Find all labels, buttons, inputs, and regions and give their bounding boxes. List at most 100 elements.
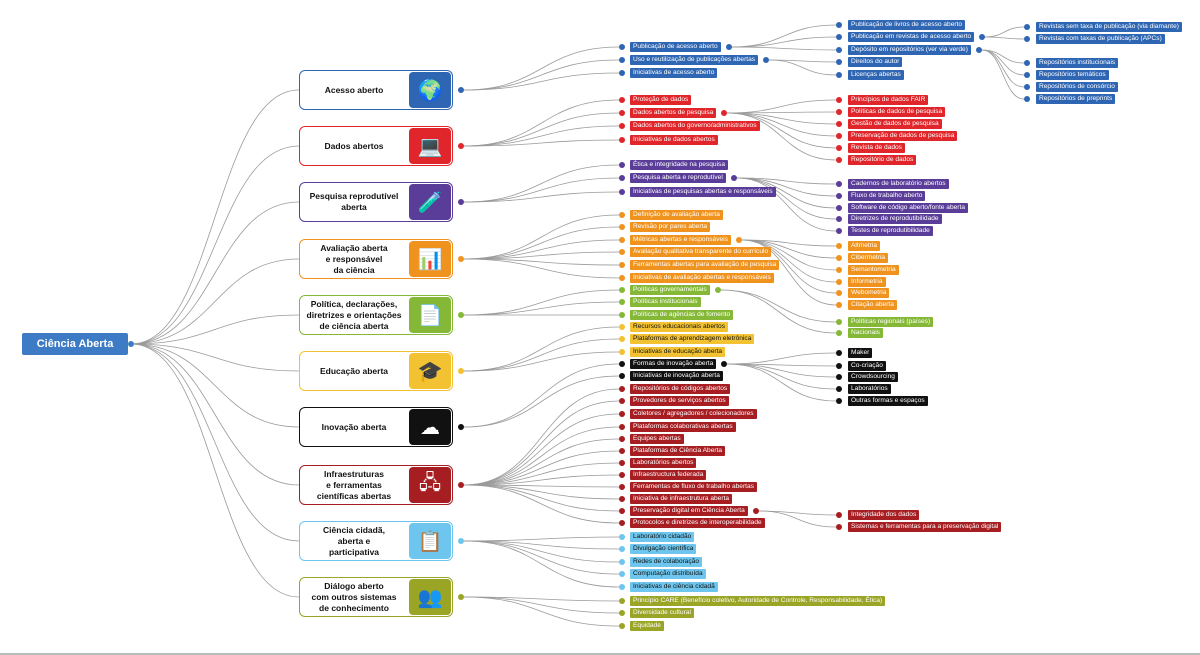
topic-label[interactable]: Licenças abertas — [848, 70, 904, 80]
topic-label[interactable]: Repositórios de preprints — [1036, 94, 1116, 104]
topic-label[interactable]: Publicação de livros de acesso aberto — [848, 20, 966, 30]
topic-label[interactable]: Ferramentas de fluxo de trabalho abertas — [630, 482, 757, 492]
topic-label[interactable]: Semantometria — [848, 265, 899, 275]
topic-label[interactable]: Iniciativas de acesso aberto — [630, 68, 718, 78]
topic-label[interactable]: Cadernos de laboratório abertos — [848, 179, 949, 189]
node-dot — [836, 59, 842, 65]
topic-label[interactable]: Definição de avaliação aberta — [630, 210, 723, 220]
topic-label[interactable]: Publicação em revistas de acesso aberto — [848, 32, 975, 42]
topic-label[interactable]: Métricas abertas e responsáveis — [630, 235, 731, 245]
connector-curve — [463, 258, 620, 266]
topic-label[interactable]: Provedores de serviços abertos — [630, 396, 729, 406]
topic-label[interactable]: Direitos do autor — [848, 57, 903, 67]
category-node[interactable]: Inovação aberta ☁ — [299, 407, 453, 447]
topic-label[interactable]: Co-criação — [848, 361, 886, 371]
topic-label[interactable]: Iniciativas de inovação aberta — [630, 371, 723, 381]
topic-label[interactable]: Publicação de acesso aberto — [630, 42, 721, 52]
topic-label[interactable]: Protocolos e diretrizes de interoperabil… — [630, 518, 765, 528]
topic-label[interactable]: Computação distribuída — [630, 569, 706, 579]
topic-label[interactable]: Coletores / agregadores / colecionadores — [630, 409, 757, 419]
topic-label[interactable]: Software de código aberto/fonte aberta — [848, 203, 969, 213]
topic-label[interactable]: Repositórios institucionais — [1036, 58, 1119, 68]
topic-label[interactable]: Princípio CARE (Benefício coletivo, Auto… — [630, 596, 886, 606]
topic-label[interactable]: Plataformas de aprendizagem eletrônica — [630, 334, 755, 344]
topic-label[interactable]: Laboratórios abertos — [630, 458, 697, 468]
topic-label[interactable]: Políticas regionais (países) — [848, 317, 934, 327]
topic-label[interactable]: Dados abertos do governo/administrativos — [630, 121, 760, 131]
topic-label[interactable]: Avaliação qualitativa transparente do cu… — [630, 247, 772, 257]
topic-label[interactable]: Políticas de agências de fomento — [630, 310, 734, 320]
topic-label[interactable]: Laboratório cidadão — [630, 532, 695, 542]
category-node[interactable]: Política, declarações, diretrizes e orie… — [299, 295, 453, 335]
topic-label[interactable]: Plataformas de Ciência Aberta — [630, 446, 726, 456]
topic-label[interactable]: Políticas institucionais — [630, 297, 701, 307]
node-dot — [836, 72, 842, 78]
topic-label[interactable]: Ética e integridade na pesquisa — [630, 160, 729, 170]
topic-label[interactable]: Outras formas e espaços — [848, 396, 928, 406]
topic-label[interactable]: Repositórios temáticos — [1036, 70, 1109, 80]
topic-label[interactable]: Infraestructura federada — [630, 470, 707, 480]
connector-curve — [463, 177, 620, 203]
topic-label[interactable]: Diversidade cultural — [630, 608, 694, 618]
topic-label[interactable]: Princípios de dados FAIR — [848, 95, 929, 105]
topic-label[interactable]: Redes de colaboração — [630, 557, 702, 567]
topic-label[interactable]: Iniciativas de pesquisas abertas e respo… — [630, 187, 776, 197]
topic-label[interactable]: Testes de reprodutibilidade — [848, 226, 933, 236]
topic-label[interactable]: Gestão de dados de pesquisa — [848, 119, 942, 129]
topic-label[interactable]: Integridade dos dados — [848, 510, 920, 520]
topic-label[interactable]: Repositórios de códigos abertos — [630, 384, 731, 394]
topic-label[interactable]: Depósito em repositórios (ver via verde) — [848, 45, 971, 55]
topic-label[interactable]: Revistas sem taxa de publicação (via dia… — [1036, 22, 1183, 32]
category-node[interactable]: Dados abertos 💻 — [299, 126, 453, 166]
topic-label[interactable]: Maker — [848, 348, 873, 358]
topic-label[interactable]: Equipes abertas — [630, 434, 684, 444]
topic-label[interactable]: Preservação de dados de pesquisa — [848, 131, 958, 141]
topic-label[interactable]: Iniciativas de ciência cidadã — [630, 582, 718, 592]
topic-label[interactable]: Altmetria — [848, 241, 881, 251]
topic-label[interactable]: Informetria — [848, 277, 886, 287]
topic-label[interactable]: Pesquisa aberta e reprodutível — [630, 173, 726, 183]
topic-label[interactable]: Diretrizes de reprodutibilidade — [848, 214, 942, 224]
category-node[interactable]: Diálogo aberto com outros sistemas de co… — [299, 577, 453, 617]
root-node-ciencia-aberta[interactable]: Ciência Aberta — [22, 333, 128, 355]
topic-label[interactable]: Cibermetria — [848, 253, 889, 263]
category-node[interactable]: Infraestruturas e ferramentas científica… — [299, 465, 453, 505]
topic-label[interactable]: Iniciativas de dados abertos — [630, 135, 718, 145]
topic-label[interactable]: Ferramentas abertas para avaliação de pe… — [630, 260, 780, 270]
category-node[interactable]: Educação aberta 🎓 — [299, 351, 453, 391]
topic-label[interactable]: Iniciativas de avaliação abertas e respo… — [630, 273, 774, 283]
topic-label[interactable]: Equidade — [630, 621, 664, 631]
category-node[interactable]: Ciência cidadã, aberta e participativa 📋 — [299, 521, 453, 561]
topic-label[interactable]: Uso e reutilização de publicações aberta… — [630, 55, 759, 65]
topic-label[interactable]: Fluxo de trabalho aberto — [848, 191, 926, 201]
topic-label[interactable]: Recursos educacionais abertos — [630, 322, 728, 332]
topic-label[interactable]: Iniciativa de infraestrutura aberta — [630, 494, 733, 504]
topic-label[interactable]: Repositórios de consórcio — [1036, 82, 1118, 92]
topic-label[interactable]: Nacionais — [848, 328, 883, 338]
topic-label[interactable]: Repositório de dados — [848, 155, 917, 165]
topic-label[interactable]: Sistemas e ferramentas para a preservaçã… — [848, 522, 1002, 532]
topic-label[interactable]: Proteção de dados — [630, 95, 692, 105]
topic-label[interactable]: Revista de dados — [848, 143, 905, 153]
topic-label[interactable]: Revistas com taxas de publicação (APCs) — [1036, 34, 1165, 44]
topic-label[interactable]: Crowdsourcing — [848, 372, 898, 382]
topic-label[interactable]: Plataformas colaborativas abertas — [630, 422, 736, 432]
topic-label[interactable]: Divulgação científica — [630, 544, 697, 554]
node-dot — [836, 302, 842, 308]
topic-label[interactable]: Webometria — [848, 288, 890, 298]
connector-curve — [731, 36, 837, 48]
topic-label[interactable]: Revisão por pares aberta — [630, 222, 711, 232]
topic-label[interactable]: Preservação digital em Ciência Aberta — [630, 506, 748, 516]
topic-label[interactable]: Citação aberta — [848, 300, 897, 310]
topic-label[interactable]: Laboratórios — [848, 384, 891, 394]
connector-curve — [463, 536, 620, 542]
category-node[interactable]: Acesso aberto 🌍 — [299, 70, 453, 110]
topic-label[interactable]: Formas de inovação aberta — [630, 359, 717, 369]
category-node[interactable]: Avaliação aberta e responsável da ciênci… — [299, 239, 453, 279]
topic-label[interactable]: Políticas de dados de pesquisa — [848, 107, 946, 117]
category-node[interactable]: Pesquisa reprodutível aberta 🧪 — [299, 182, 453, 222]
node-dot — [619, 386, 625, 392]
topic-label[interactable]: Políticas governamentais — [630, 285, 710, 295]
topic-label[interactable]: Iniciativas de educação aberta — [630, 347, 726, 357]
topic-label[interactable]: Dados abertos de pesquisa — [630, 108, 717, 118]
